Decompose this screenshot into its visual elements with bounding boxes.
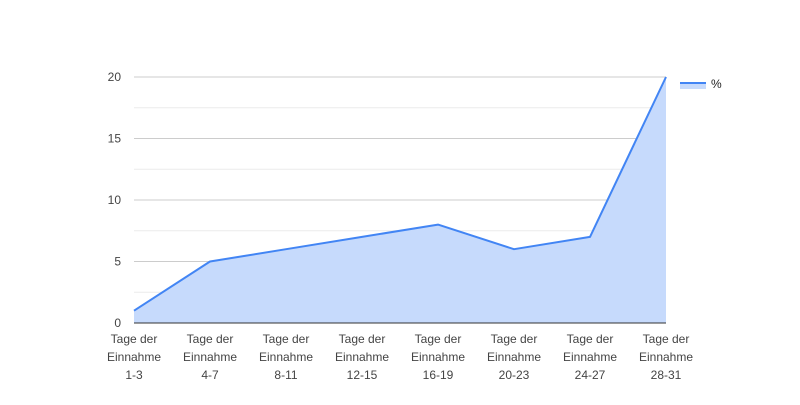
x-tick-label-line: Einnahme: [335, 350, 389, 364]
x-tick-label-line: Tage der: [187, 332, 234, 346]
x-tick-label-line: Einnahme: [639, 350, 693, 364]
x-tick-label: Tage der Einnahme 4-7: [183, 332, 237, 382]
legend: %: [680, 77, 722, 91]
x-tick-label-line: Tage der: [263, 332, 310, 346]
y-tick-label: 20: [108, 70, 122, 84]
y-axis-ticks: 0 5 10 15 20: [108, 70, 122, 330]
x-tick-label-line: 4-7: [201, 368, 219, 382]
x-tick-label-line: Einnahme: [183, 350, 237, 364]
x-tick-label-line: 24-27: [575, 368, 606, 382]
x-tick-label-line: Einnahme: [487, 350, 541, 364]
y-tick-label: 15: [108, 132, 122, 146]
x-tick-label-line: 12-15: [347, 368, 378, 382]
x-tick-label-line: Einnahme: [259, 350, 313, 364]
x-tick-label-line: Einnahme: [563, 350, 617, 364]
x-tick-label: Tage der Einnahme 12-15: [335, 332, 389, 382]
x-tick-label: Tage der Einnahme 8-11: [259, 332, 313, 382]
x-tick-label: Tage der Einnahme 1-3: [107, 332, 161, 382]
x-tick-label-line: Tage der: [643, 332, 690, 346]
y-tick-label: 10: [108, 193, 122, 207]
x-tick-label-line: Einnahme: [411, 350, 465, 364]
x-tick-label: Tage der Einnahme 28-31: [639, 332, 693, 382]
x-tick-label-line: 16-19: [423, 368, 454, 382]
x-tick-label-line: Tage der: [111, 332, 158, 346]
x-tick-label-line: 1-3: [125, 368, 143, 382]
y-tick-label: 0: [114, 316, 121, 330]
x-tick-label: Tage der Einnahme 24-27: [563, 332, 617, 382]
x-tick-label: Tage der Einnahme 16-19: [411, 332, 465, 382]
y-tick-label: 5: [114, 255, 121, 269]
x-tick-label: Tage der Einnahme 20-23: [487, 332, 541, 382]
x-tick-label-line: 20-23: [499, 368, 530, 382]
x-tick-label-line: Tage der: [415, 332, 462, 346]
x-tick-label-line: Tage der: [491, 332, 538, 346]
legend-label: %: [711, 77, 722, 91]
x-tick-label-line: Tage der: [339, 332, 386, 346]
x-tick-label-line: Tage der: [567, 332, 614, 346]
x-tick-label-line: Einnahme: [107, 350, 161, 364]
x-tick-label-line: 28-31: [651, 368, 682, 382]
x-tick-label-line: 8-11: [274, 368, 297, 382]
